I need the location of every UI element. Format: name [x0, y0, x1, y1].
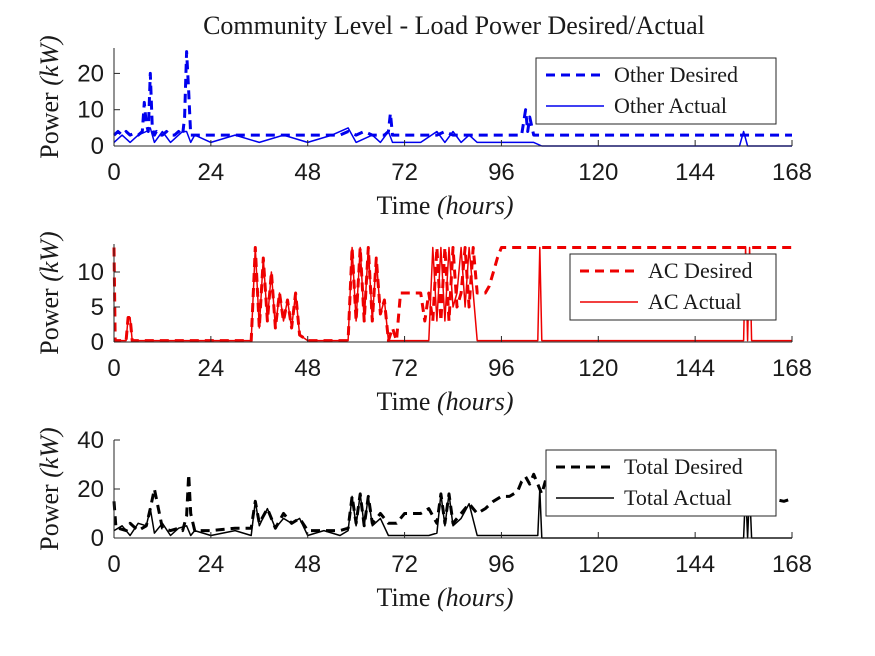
y-axis-label: Power (kW) — [35, 35, 64, 158]
x-axis-label: Time (hours) — [376, 583, 513, 612]
x-tick-label: 48 — [294, 551, 321, 578]
legend-label: AC Actual — [648, 289, 742, 314]
x-tick-label: 72 — [391, 551, 418, 578]
y-axis-label-unit: (kW) — [35, 35, 64, 86]
legend-box — [569, 253, 777, 321]
x-tick-label: 72 — [391, 355, 418, 382]
y-axis-label-unit: (kW) — [35, 427, 64, 478]
x-tick-label: 168 — [772, 159, 812, 186]
x-tick-label: 24 — [198, 355, 225, 382]
y-tick-label: 40 — [77, 427, 104, 454]
x-axis-label: Time (hours) — [376, 191, 513, 220]
x-tick-label: 0 — [107, 159, 120, 186]
x-tick-label: 48 — [294, 355, 321, 382]
x-tick-label: 0 — [107, 355, 120, 382]
x-tick-label: 48 — [294, 159, 321, 186]
x-tick-label: 144 — [675, 355, 715, 382]
x-tick-label: 0 — [107, 551, 120, 578]
y-tick-label: 5 — [91, 294, 104, 321]
x-tick-label: 144 — [675, 159, 715, 186]
y-tick-label: 20 — [77, 476, 104, 503]
y-axis-label-main: Power — [35, 282, 64, 355]
y-tick-label: 0 — [91, 329, 104, 356]
x-axis-label-main: Time — [376, 191, 436, 220]
y-axis-label-main: Power — [35, 86, 64, 159]
x-tick-label: 168 — [772, 551, 812, 578]
x-axis-label-unit: (hours) — [437, 387, 514, 416]
x-tick-label: 120 — [578, 551, 618, 578]
y-axis-label-unit: (kW) — [35, 231, 64, 282]
x-axis-label-main: Time — [376, 387, 436, 416]
x-tick-label: 120 — [578, 355, 618, 382]
x-tick-label: 96 — [488, 159, 515, 186]
x-tick-label: 144 — [675, 551, 715, 578]
x-tick-label: 72 — [391, 159, 418, 186]
legend-box — [545, 449, 777, 517]
x-tick-label: 96 — [488, 355, 515, 382]
y-tick-label: 0 — [91, 525, 104, 552]
y-tick-label: 10 — [77, 259, 104, 286]
chart-panels: 0 24 48 72 96 120 144 168 0 10 20 Time (hours) Power… — [35, 35, 812, 612]
legend-label: Total Desired — [624, 454, 743, 479]
legend-label: AC Desired — [648, 258, 752, 283]
panel-3: 0 24 48 72 96 120 144 168 0 20 40 Time (hours) Power… — [35, 427, 812, 612]
y-tick-label: 10 — [77, 97, 104, 124]
x-axis-label-unit: (hours) — [437, 191, 514, 220]
legend-label: Total Actual — [624, 485, 732, 510]
x-axis-label: Time (hours) — [376, 387, 513, 416]
series-line-1-2 — [113, 127, 792, 147]
x-tick-label: 96 — [488, 551, 515, 578]
x-axis-label-unit: (hours) — [437, 583, 514, 612]
series-line-1-1 — [112, 50, 792, 137]
legend-label: Other Actual — [614, 93, 727, 118]
x-axis-label-main: Time — [376, 583, 436, 612]
panel-2: 0 24 48 72 96 120 144 168 0 5 10 Time (hours) Power … — [35, 231, 812, 416]
y-axis-label: Power (kW) — [35, 427, 64, 550]
series-line-3-2 — [113, 488, 792, 539]
series-line-2-2 — [114, 246, 792, 342]
legend-box — [535, 57, 777, 125]
y-axis-label-main: Power — [35, 478, 64, 551]
y-tick-label: 20 — [77, 60, 104, 87]
x-tick-label: 24 — [198, 159, 225, 186]
x-tick-label: 168 — [772, 355, 812, 382]
x-tick-label: 24 — [198, 551, 225, 578]
legend-label: Other Desired — [614, 62, 738, 87]
y-axis-label: Power (kW) — [35, 231, 64, 354]
x-tick-label: 120 — [578, 159, 618, 186]
chart-title: Community Level - Load Power Desired/Act… — [203, 11, 705, 40]
panel-1: 0 24 48 72 96 120 144 168 0 10 20 Time (hours) Power… — [35, 35, 812, 220]
y-tick-label: 0 — [91, 133, 104, 160]
